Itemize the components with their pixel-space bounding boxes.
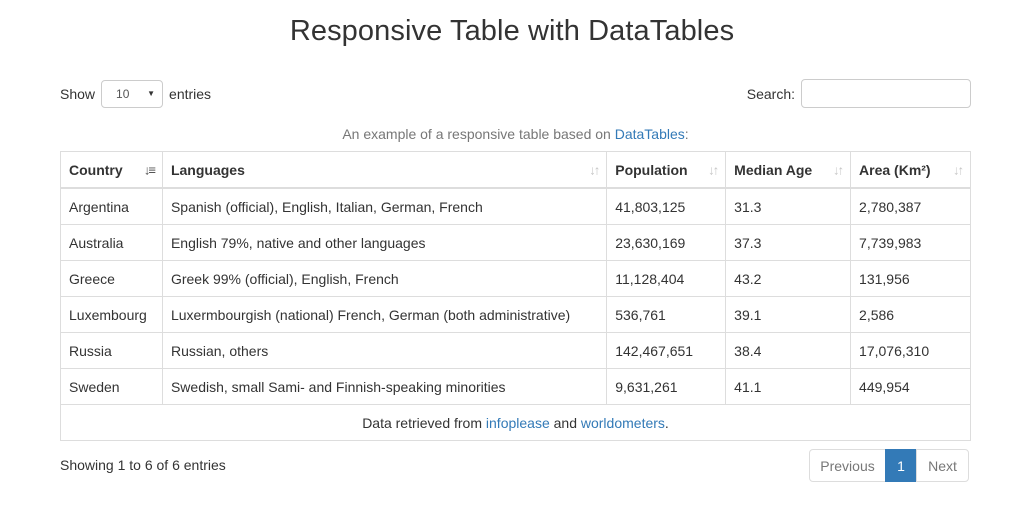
datatables-link[interactable]: DataTables bbox=[614, 126, 685, 142]
cell-country: Greece bbox=[60, 260, 163, 297]
entries-select[interactable]: 10 ▼ bbox=[101, 79, 164, 108]
table-row: Greece Greek 99% (official), English, Fr… bbox=[60, 260, 971, 297]
cell-population: 536,761 bbox=[606, 296, 727, 333]
table-footer-row: Data retrieved from infoplease and world… bbox=[60, 404, 971, 441]
cell-country: Argentina bbox=[60, 187, 163, 225]
table-row: Australia English 79%, native and other … bbox=[60, 224, 971, 261]
page-title: Responsive Table with DataTables bbox=[289, 15, 735, 47]
column-header-label: Median Age bbox=[734, 161, 813, 178]
cell-median-age: 37.3 bbox=[725, 224, 852, 261]
search-label: Search: bbox=[746, 85, 795, 102]
column-header-label: Area (Km²) bbox=[859, 161, 931, 178]
infoplease-link[interactable]: infoplease bbox=[485, 414, 550, 431]
sort-both-icon: ↓↑ bbox=[953, 162, 964, 177]
column-header-languages[interactable]: Languages ↓↑ bbox=[161, 151, 608, 189]
table-header-row: Country ↓≡ Languages ↓↑ Population ↓↑ Media… bbox=[60, 151, 971, 189]
cell-area: 131,956 bbox=[850, 260, 971, 297]
caption-suffix: : bbox=[684, 126, 689, 142]
search-control: Search: bbox=[747, 79, 971, 108]
footer-text: Data retrieved from bbox=[362, 414, 486, 431]
column-header-label: Languages bbox=[170, 161, 245, 178]
caret-down-icon: ▼ bbox=[147, 89, 156, 98]
cell-median-age: 39.1 bbox=[725, 296, 852, 333]
table-row: Argentina Spanish (official), English, I… bbox=[60, 187, 971, 225]
cell-median-age: 41.1 bbox=[725, 368, 852, 405]
cell-median-age: 31.3 bbox=[725, 187, 852, 225]
cell-population: 11,128,404 bbox=[606, 260, 727, 297]
cell-country: Sweden bbox=[60, 368, 163, 405]
cell-languages: Russian, others bbox=[161, 332, 608, 369]
footer-and: and bbox=[549, 414, 581, 431]
cell-area: 449,954 bbox=[850, 368, 971, 405]
table-info: Showing 1 to 6 of 6 entries bbox=[60, 457, 226, 473]
table-row: Luxembourg Luxermbourgish (national) Fre… bbox=[60, 296, 971, 333]
cell-languages: Luxermbourgish (national) French, German… bbox=[161, 296, 608, 333]
entries-label: entries bbox=[169, 85, 212, 102]
next-button[interactable]: Next bbox=[916, 449, 969, 482]
cell-area: 2,586 bbox=[850, 296, 971, 333]
sort-both-icon: ↓↑ bbox=[589, 162, 600, 177]
table-caption: An example of a responsive table based o… bbox=[60, 126, 971, 142]
column-header-country[interactable]: Country ↓≡ bbox=[60, 151, 163, 189]
caption-text: An example of a responsive table based o… bbox=[342, 126, 615, 142]
cell-area: 17,076,310 bbox=[850, 332, 971, 369]
countries-table: Country ↓≡ Languages ↓↑ Population ↓↑ Media… bbox=[60, 151, 971, 441]
cell-population: 23,630,169 bbox=[606, 224, 727, 261]
column-header-area[interactable]: Area (Km²) ↓↑ bbox=[850, 151, 971, 189]
sort-both-icon: ↓↑ bbox=[708, 162, 719, 177]
show-label: Show bbox=[60, 85, 96, 102]
search-input[interactable] bbox=[801, 79, 971, 108]
cell-area: 7,739,983 bbox=[850, 224, 971, 261]
page-1-button[interactable]: 1 bbox=[885, 449, 917, 482]
cell-languages: Swedish, small Sami- and Finnish-speakin… bbox=[161, 368, 608, 405]
cell-languages: Greek 99% (official), English, French bbox=[161, 260, 608, 297]
entries-length-control: Show 10 ▼ entries bbox=[60, 79, 211, 108]
cell-median-age: 43.2 bbox=[725, 260, 852, 297]
column-header-median-age[interactable]: Median Age ↓↑ bbox=[725, 151, 852, 189]
cell-area: 2,780,387 bbox=[850, 187, 971, 225]
column-header-population[interactable]: Population ↓↑ bbox=[606, 151, 727, 189]
table-row: Sweden Swedish, small Sami- and Finnish-… bbox=[60, 368, 971, 405]
sort-ascending-icon: ↓≡ bbox=[143, 162, 156, 177]
cell-population: 9,631,261 bbox=[606, 368, 727, 405]
sort-both-icon: ↓↑ bbox=[833, 162, 844, 177]
worldometers-link[interactable]: worldometers bbox=[580, 414, 665, 431]
cell-languages: Spanish (official), English, Italian, Ge… bbox=[161, 187, 608, 225]
column-header-label: Population bbox=[615, 161, 688, 178]
table-footer-note: Data retrieved from infoplease and world… bbox=[60, 404, 971, 441]
column-header-label: Country bbox=[69, 161, 123, 178]
table-row: Russia Russian, others 142,467,651 38.4 … bbox=[60, 332, 971, 369]
cell-country: Russia bbox=[60, 332, 163, 369]
entries-select-value: 10 bbox=[116, 86, 130, 101]
footer-end: . bbox=[664, 414, 669, 431]
previous-button[interactable]: Previous bbox=[809, 449, 886, 482]
cell-country: Luxembourg bbox=[60, 296, 163, 333]
pagination: Previous 1 Next bbox=[809, 449, 969, 482]
cell-population: 41,803,125 bbox=[606, 187, 727, 225]
cell-country: Australia bbox=[60, 224, 163, 261]
cell-median-age: 38.4 bbox=[725, 332, 852, 369]
cell-languages: English 79%, native and other languages bbox=[161, 224, 608, 261]
cell-population: 142,467,651 bbox=[606, 332, 727, 369]
